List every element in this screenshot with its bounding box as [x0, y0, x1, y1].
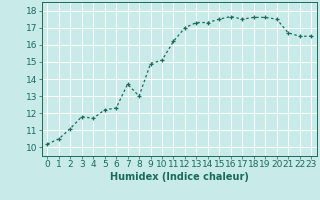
X-axis label: Humidex (Indice chaleur): Humidex (Indice chaleur) — [110, 172, 249, 182]
